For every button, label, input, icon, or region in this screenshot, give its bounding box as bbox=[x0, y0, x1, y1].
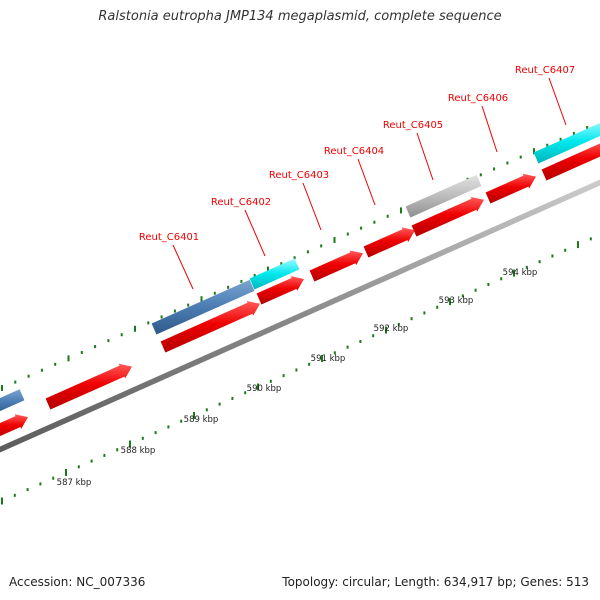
cds-arrow bbox=[485, 173, 536, 204]
scale-label: 592 kbp bbox=[374, 324, 409, 334]
cds-arrow bbox=[541, 143, 600, 181]
label-leader-line bbox=[357, 158, 376, 206]
cds-arrow bbox=[363, 227, 415, 258]
label-leader-line bbox=[548, 77, 567, 126]
scale-label: 587 kbp bbox=[57, 478, 92, 488]
scale-label: 590 kbp bbox=[247, 384, 282, 394]
cds-arrow bbox=[160, 301, 260, 353]
scale-label: 588 kbp bbox=[121, 446, 156, 456]
gene-label: Reut_C6401 bbox=[139, 232, 199, 243]
label-leader-line bbox=[416, 132, 434, 181]
label-leader-line bbox=[481, 105, 498, 153]
label-leader-line bbox=[244, 209, 266, 257]
cds-arrow bbox=[0, 414, 28, 437]
label-leader-line bbox=[172, 244, 194, 290]
gene-label: Reut_C6404 bbox=[324, 146, 384, 157]
gene-label: Reut_C6403 bbox=[269, 170, 329, 181]
scale-label: 589 kbp bbox=[184, 415, 219, 425]
map-title: Ralstonia eutropha JMP134 megaplasmid, c… bbox=[98, 9, 502, 24]
cds-arrow bbox=[45, 363, 132, 410]
gene-feature bbox=[249, 258, 300, 290]
gene-label: Reut_C6405 bbox=[383, 120, 443, 131]
gene-feature bbox=[533, 122, 600, 164]
cds-arrow bbox=[256, 276, 304, 305]
gene-label: Reut_C6406 bbox=[448, 93, 508, 104]
gene-feature bbox=[405, 174, 482, 218]
gene-feature bbox=[151, 279, 255, 335]
gene-label: Reut_C6402 bbox=[211, 197, 271, 208]
scale-label: 594 kbp bbox=[503, 268, 538, 278]
gene-feature bbox=[0, 389, 25, 412]
cds-arrow bbox=[411, 197, 484, 237]
label-leader-line bbox=[302, 182, 322, 231]
sequence-backbone bbox=[0, 179, 600, 453]
gene-label: Reut_C6407 bbox=[515, 65, 575, 76]
topology-info: Topology: circular; Length: 634,917 bp; … bbox=[282, 575, 589, 589]
cds-arrow bbox=[309, 250, 363, 282]
accession-text: Accession: NC_007336 bbox=[9, 575, 146, 589]
scale-label: 593 kbp bbox=[439, 296, 474, 306]
scale-label: 591 kbp bbox=[311, 354, 346, 364]
